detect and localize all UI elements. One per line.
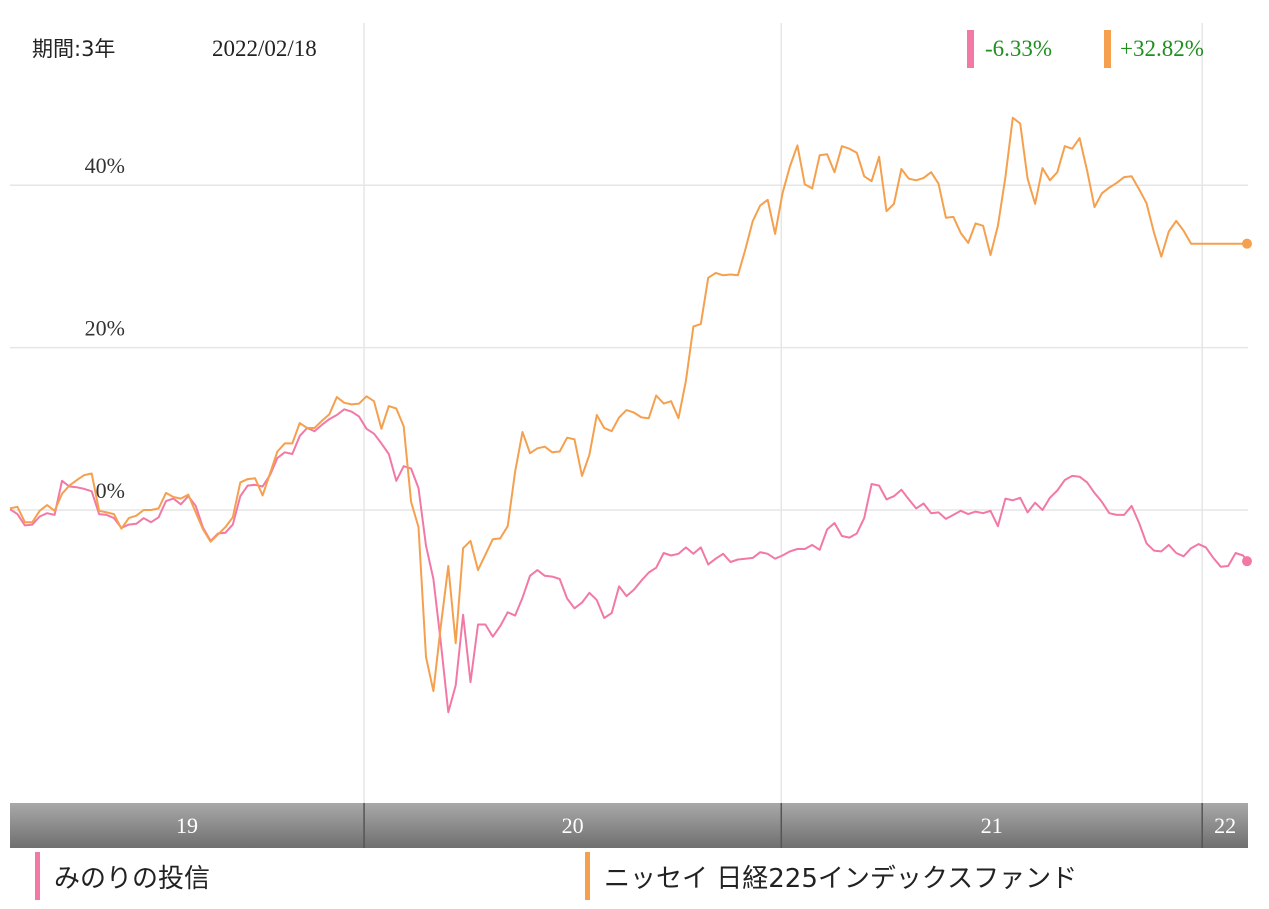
y-tick-label: 40% <box>85 153 125 178</box>
final-value-a: -6.33% <box>985 36 1052 61</box>
legend-item-nissay: ニッセイ 日経225インデックスファンド <box>585 852 1077 900</box>
x-tick-label: 21 <box>981 813 1003 838</box>
series-endpoint-nissay <box>1242 238 1252 249</box>
series-line-nissay <box>9 116 1248 693</box>
plot-background <box>10 23 1248 803</box>
legend-swatch-nissay <box>585 852 590 900</box>
final-value-b: +32.82% <box>1120 36 1204 61</box>
date-label: 2022/02/18 <box>212 36 317 61</box>
x-tick-label: 22 <box>1214 813 1236 838</box>
x-axis-bar-bg <box>10 803 1248 848</box>
x-tick-label: 19 <box>176 813 198 838</box>
legend-item-minori: みのりの投信 <box>35 852 210 900</box>
y-tick-labels: 0% 20% 40% <box>85 153 125 503</box>
legend-label-nissay: ニッセイ 日経225インデックスファンド <box>604 863 1078 894</box>
period-label: 期間:3年 <box>32 37 115 61</box>
legend-swatch-minori <box>35 852 40 900</box>
x-axis-bar: 19 20 21 22 <box>10 803 1248 848</box>
final-value-swatch-a <box>967 30 974 68</box>
series-lines <box>9 116 1252 714</box>
legend-label-minori: みのりの投信 <box>54 863 211 894</box>
final-value-swatch-b <box>1104 30 1111 68</box>
x-tick-label: 20 <box>562 813 584 838</box>
series-endpoint-minori <box>1242 556 1252 567</box>
y-tick-label: 20% <box>85 316 125 341</box>
y-tick-label: 0% <box>96 478 125 503</box>
